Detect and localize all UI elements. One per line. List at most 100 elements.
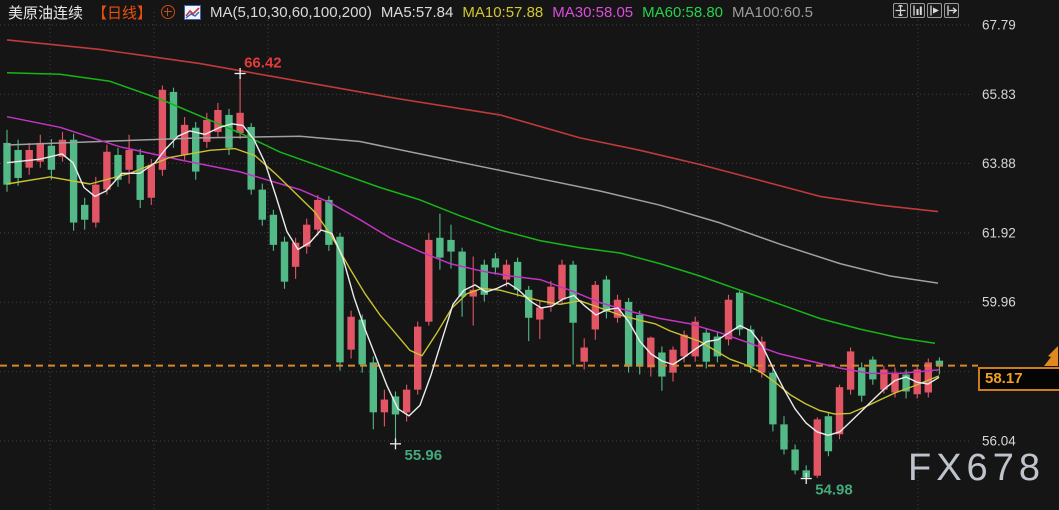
candle: [36, 142, 44, 162]
gridlines: [0, 12, 970, 510]
candle: [425, 239, 433, 322]
candle: [791, 449, 799, 471]
candle: [225, 114, 233, 148]
candle: [480, 264, 488, 295]
candle: [81, 204, 89, 220]
candle: [536, 307, 544, 320]
candle: [924, 362, 932, 393]
candle: [558, 264, 566, 300]
candle: [380, 399, 389, 413]
candle: [391, 396, 400, 415]
candle: [580, 347, 588, 362]
candle: [125, 149, 133, 170]
candle: [114, 154, 122, 180]
candle: [158, 89, 167, 170]
candle: [47, 145, 56, 170]
candle: [835, 387, 844, 435]
svg-text:59.96: 59.96: [982, 295, 1016, 310]
candle: [935, 360, 944, 366]
high-annotation: 66.42: [244, 55, 282, 72]
candle: [691, 321, 699, 357]
candle: [336, 236, 344, 363]
pan-tool-button[interactable]: [893, 3, 908, 18]
candle: [702, 332, 710, 362]
candle: [669, 349, 677, 373]
scale-left-button[interactable]: [910, 3, 925, 18]
low-annotation: 55.96: [405, 447, 443, 464]
chart-toolbar: [893, 3, 959, 18]
candle: [414, 326, 422, 390]
candle: [369, 362, 377, 413]
svg-text:56.04: 56.04: [982, 434, 1016, 449]
candle: [858, 367, 866, 396]
candle: [747, 329, 755, 367]
candle: [547, 286, 555, 305]
add-indicator-icon[interactable]: [161, 5, 176, 19]
candle: [203, 119, 211, 142]
candle: [3, 142, 11, 185]
candle: [14, 149, 22, 178]
candle: [647, 337, 655, 368]
candle: [869, 359, 877, 380]
ma60-line: [6, 72, 936, 345]
candle: [613, 299, 622, 318]
ma5-line: [6, 123, 940, 436]
annotations: 66.42 55.96 54.98: [234, 55, 853, 499]
candle: [780, 424, 788, 450]
chart-type-icon[interactable]: [184, 4, 202, 20]
price-arrow-icon: [1044, 346, 1058, 366]
price-axis-labels: 67.79 65.83 63.88 61.92 59.96 56.04: [982, 18, 1016, 449]
scale-right-button[interactable]: [927, 3, 942, 18]
current-price-box: 58.17: [978, 367, 1059, 391]
candle: [458, 251, 466, 297]
shift-right-button[interactable]: [944, 3, 959, 18]
candle: [880, 369, 888, 390]
candle: [680, 334, 688, 357]
svg-text:67.79: 67.79: [982, 18, 1016, 33]
candle: [491, 258, 500, 268]
ma10-line: [6, 147, 940, 415]
candle: [758, 341, 766, 373]
svg-text:63.88: 63.88: [982, 156, 1016, 171]
ma-params-label: MA(5,10,30,60,100,200): [210, 3, 372, 21]
candle: [247, 126, 255, 190]
candle: [169, 91, 178, 140]
candle: [624, 301, 633, 367]
candle: [358, 319, 366, 365]
watermark: FX678: [908, 447, 1045, 489]
pan-icon: [895, 5, 906, 16]
candle: [602, 279, 611, 312]
candle: [724, 299, 733, 340]
candle: [303, 224, 311, 247]
candle: [236, 112, 244, 133]
candle: [269, 214, 278, 245]
candle: [58, 139, 67, 157]
candle: [147, 164, 155, 198]
candle: [502, 264, 511, 280]
candle: [735, 292, 744, 330]
candle: [447, 239, 455, 252]
candle: [591, 284, 599, 330]
svg-text:65.83: 65.83: [982, 87, 1016, 102]
candle: [513, 261, 522, 290]
ma200-line: [6, 39, 939, 213]
scale-right-icon: [930, 5, 939, 16]
candle: [436, 237, 444, 258]
scale-left-icon: [913, 5, 922, 16]
ma30-line: [6, 115, 940, 375]
ma30-value: MA30:58.05: [552, 3, 634, 21]
candle: [713, 336, 722, 357]
candle: [103, 151, 111, 190]
candle: [291, 242, 300, 267]
period-label[interactable]: 【日线】: [92, 4, 153, 22]
ma5-value: MA5:57.84: [380, 3, 454, 21]
ma10-value: MA10:57.88: [462, 3, 544, 21]
candle: [891, 372, 899, 393]
candle: [769, 372, 777, 425]
candle: [469, 289, 477, 297]
svg-text:61.92: 61.92: [982, 225, 1016, 240]
candle: [280, 241, 289, 282]
candle: [192, 127, 200, 172]
